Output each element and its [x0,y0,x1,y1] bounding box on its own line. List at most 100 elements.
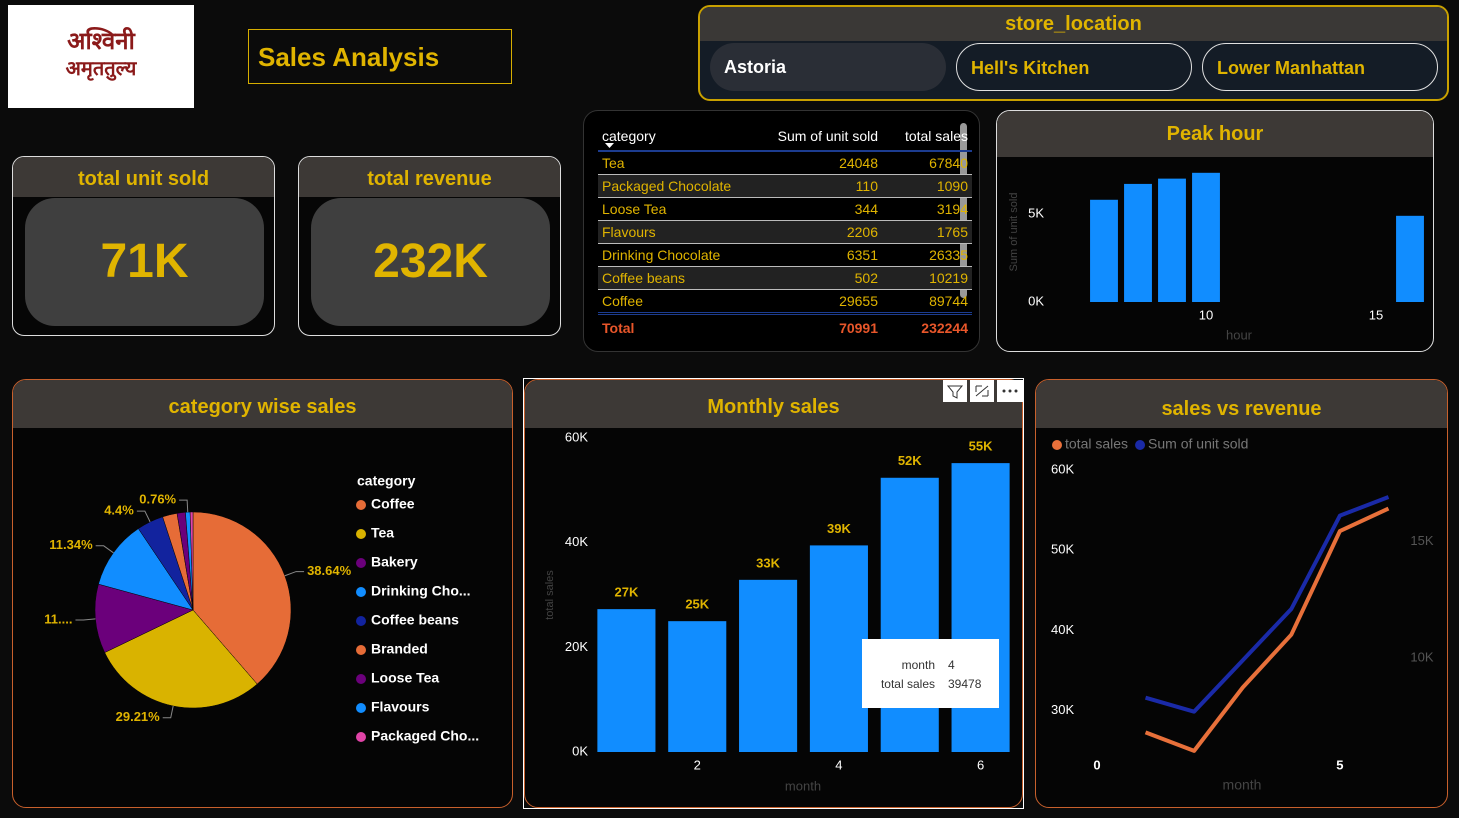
dot [1002,389,1006,393]
total-cell: Total [598,312,756,341]
data-label: 4.4% [104,503,134,518]
pie-slice [189,511,194,611]
leader-line [136,510,151,523]
x-tick-label: 6 [977,757,984,772]
legend-label: Coffee beans [371,612,459,628]
line-series [1144,495,1390,714]
table-cell: 10219 [882,266,972,290]
tooltip-value: 39478 [948,677,982,691]
legend-marker [1052,440,1062,450]
dashboard-title: Sales Analysis [248,29,512,84]
legend-marker [356,500,366,510]
y-tick-label: 60K [1051,461,1074,476]
legend-marker [356,674,366,684]
table-row: Flavours 2206 1765 [598,220,972,244]
legend-label: Packaged Cho... [371,728,479,744]
logo: अश्विनी अमृततुल्य [8,5,194,108]
tooltip-key: month [901,658,935,672]
legend-label: Flavours [371,699,430,715]
card-value: 71K [25,198,264,326]
y-tick-label: 60K [565,429,588,444]
table-row: Coffee 29655 89744 [598,289,972,314]
x-tick-label: 5 [1336,757,1343,772]
table-row: Packaged Chocolate 110 1090 [598,174,972,198]
bar [739,579,798,752]
bar [1124,183,1152,302]
total-cell: 70991 [756,312,882,341]
table-row: Loose Tea 344 3194 [598,197,972,221]
slicer-option[interactable]: Astoria [710,43,946,91]
slicer-option[interactable]: Hell's Kitchen [956,43,1192,91]
column-header[interactable]: category [598,122,756,152]
bar [809,545,868,752]
y2-tick-label: 15K [1410,533,1433,548]
x-tick-label: 10 [1199,307,1213,322]
y2-tick-label: 10K [1410,649,1433,664]
legend-label: Loose Tea [371,670,439,686]
table-cell: 1765 [882,220,972,244]
pie-slice [104,609,258,709]
legend-label: Drinking Cho... [371,583,471,599]
logo-line: अश्विनी [67,26,135,55]
bar [880,477,939,752]
logo-line: अमृततुल्य [65,56,137,80]
table: category Sum of unit sold total sales Tea 24… [598,122,972,341]
pie-slice [98,528,194,611]
table-cell: 3194 [882,197,972,221]
slicer-option[interactable]: Lower Manhattan [1202,43,1438,91]
panel-title: Monthly sales [525,380,1022,428]
focus-glyph [975,385,989,397]
legend-label: total sales [1065,436,1128,452]
bar [1396,215,1424,302]
pie-slice [94,583,194,653]
x-tick-label: 15 [1369,307,1383,322]
table-cell: Tea [598,151,756,175]
table-cell: 110 [756,174,882,198]
data-label: 29.21% [116,709,161,724]
bar [1192,172,1220,302]
legend-label: Tea [371,525,394,541]
y-tick-label: 40K [565,534,588,549]
y-tick-label: 5K [1028,205,1044,220]
pie-slice [192,511,292,685]
total-cell: 232244 [882,312,972,341]
y-tick-label: 30K [1051,702,1074,717]
leader-line [179,499,189,513]
legend-marker [356,529,366,539]
selection-outline [523,378,1024,809]
table-cell: 1090 [882,174,972,198]
header-row: category Sum of unit sold total sales [598,122,972,152]
legend-marker [356,703,366,713]
tooltip-key: total sales [880,677,935,691]
slicer: store_location Astoria Hell's Kitchen Lower… [698,5,1449,101]
legend-marker [356,558,366,568]
x-axis-label: month [1223,777,1262,793]
legend-title: category [357,473,416,489]
y-axis-label: Sum of unit sold [1008,193,1020,272]
line-series [1144,506,1390,753]
visual-header-icons [943,380,1023,402]
dot [1008,389,1012,393]
data-label: 11.... [44,611,72,626]
column-header[interactable]: total sales [882,122,972,152]
legend-label: Coffee [371,496,415,512]
data-label: 52K [898,453,922,468]
panel-title: Peak hour [997,111,1433,157]
slicer-title: store_location [700,7,1447,41]
filter-icon[interactable] [943,380,967,402]
table-cell: Coffee beans [598,266,756,290]
x-tick-label: 2 [694,757,701,772]
y-tick-label: 40K [1051,622,1074,637]
line-panel: sales vs revenue [1035,379,1448,808]
bar [951,463,1010,752]
bar [1158,178,1186,302]
legend-label: Sum of unit sold [1148,436,1248,452]
column-header[interactable]: Sum of unit sold [756,122,882,152]
table-row: Drinking Chocolate 6351 26335 [598,243,972,267]
x-axis-label: month [785,778,821,793]
legend-marker [356,616,366,626]
card-value: 232K [311,198,550,326]
panel-title: category wise sales [13,380,512,428]
table-row: Tea 24048 67840 [598,151,972,175]
